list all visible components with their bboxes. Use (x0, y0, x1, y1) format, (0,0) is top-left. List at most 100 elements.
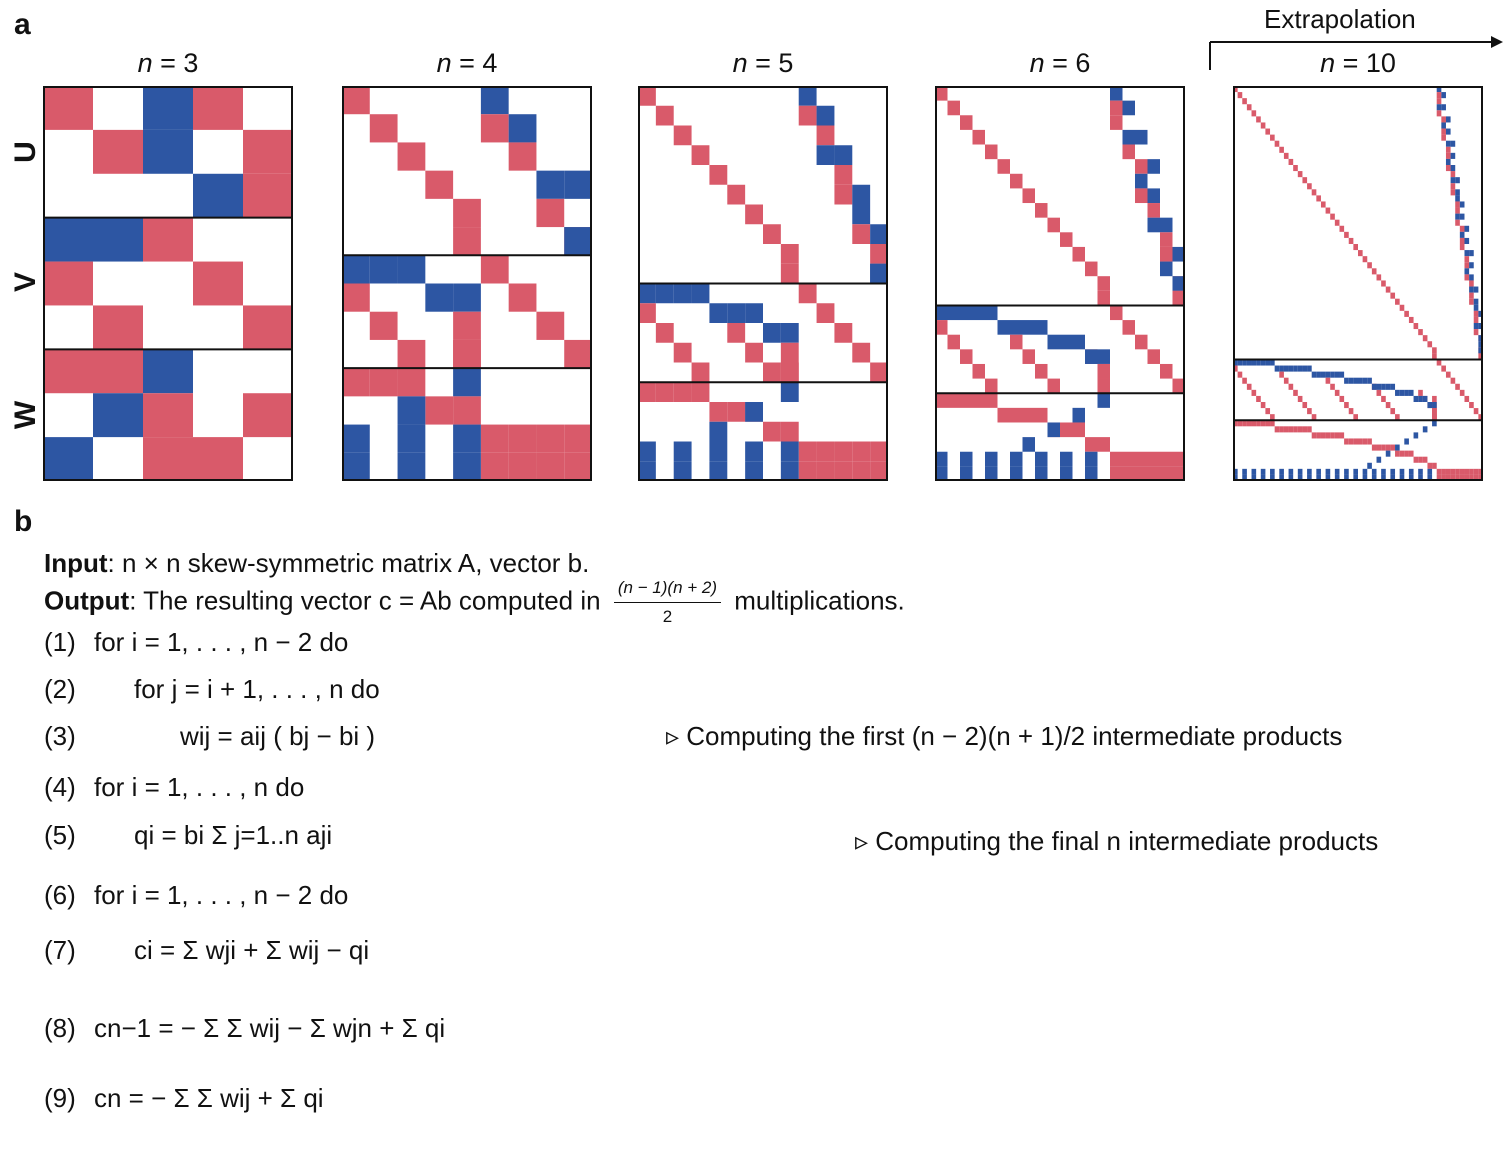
u-cell-tail (1473, 323, 1479, 330)
w-cell-negative (1279, 468, 1284, 475)
u-cell-tail (1110, 100, 1123, 116)
w-cell-run (1395, 450, 1400, 457)
w-cell-positive (798, 461, 817, 481)
w-cell-run (1242, 420, 1247, 427)
v-cell-positive (1233, 365, 1238, 372)
u-cell-positive (453, 198, 481, 228)
w-cell-negative (985, 451, 998, 467)
w-cell-positive (1110, 466, 1123, 481)
v-cell-negative (1251, 359, 1257, 366)
v-cell-positive (1390, 408, 1396, 415)
u-cell-tail (1455, 207, 1460, 214)
u-cell-positive (397, 142, 426, 171)
u-cell-tail (1160, 232, 1173, 247)
u-cell-positive (1316, 195, 1321, 202)
w-cell-run (369, 368, 398, 397)
v-cell-negative (1302, 365, 1308, 372)
w-cell-negative (342, 452, 370, 481)
w-cell-positive (1147, 466, 1160, 481)
u-cell-negative (1455, 177, 1460, 184)
w-cell-negative (1418, 474, 1423, 481)
w-cell-run (655, 382, 674, 402)
w-cell-negative (1010, 451, 1023, 467)
u-cell-tail (1135, 159, 1148, 174)
w-cell-positive (1122, 466, 1135, 481)
v-cell-tail (1135, 334, 1148, 350)
w-cell-positive (816, 461, 835, 481)
u-cell-positive (1325, 207, 1331, 214)
w-cell-positive (1441, 468, 1446, 475)
v-cell-tail (834, 323, 853, 343)
w-cell-run (1348, 438, 1354, 445)
v-cell-tail (798, 283, 817, 304)
w-cell-negative (1371, 474, 1377, 481)
u-cell-tail (1473, 329, 1479, 336)
v-cell-tail (1450, 377, 1456, 384)
matrix-border (43, 86, 293, 481)
w-cell-run (1334, 432, 1340, 439)
u-cell-negative (1478, 347, 1483, 354)
u-cell-tail (1147, 203, 1160, 218)
w-cell-run (1251, 420, 1257, 427)
w-cell-negative (1010, 466, 1023, 481)
v-cell-negative (1385, 383, 1391, 390)
w-cell-run (1283, 426, 1289, 433)
v-cell-negative (1097, 349, 1110, 364)
w-cell-positive (1478, 468, 1483, 475)
u-cell-negative (834, 145, 853, 165)
cell-positive (43, 86, 93, 130)
w-cell-run (1097, 437, 1110, 452)
v-cell-tail (1478, 414, 1483, 421)
u-cell-tail (1122, 129, 1135, 145)
u-cell-tail (1436, 98, 1442, 105)
v-cell-negative (1242, 359, 1247, 366)
w-cell-run (763, 421, 781, 442)
u-cell-tail (1436, 92, 1442, 99)
u-cell-positive (1320, 201, 1326, 208)
w-cell-positive (1436, 468, 1442, 475)
w-cell-run (1381, 444, 1386, 451)
v-cell-tail (1172, 378, 1185, 394)
v-cell-positive (342, 283, 370, 312)
v-cell-positive (1035, 363, 1048, 379)
w-cell-positive (1135, 466, 1148, 481)
v-cell-positive (1348, 408, 1354, 415)
w-cell-positive (1445, 474, 1451, 481)
v-cell-positive (1246, 383, 1252, 390)
w-cell-run (1279, 426, 1284, 433)
w-cell-run (1311, 432, 1317, 439)
u-cell-tail (1459, 225, 1465, 232)
w-cell-negative (1035, 466, 1048, 481)
tensor-decomposition-n3 (43, 86, 293, 481)
w-cell-positive (1110, 451, 1123, 467)
u-cell-tail (798, 105, 817, 126)
w-cell-negative (1422, 426, 1428, 433)
algo-line-2: (2) for j = i + 1, . . . , n do (44, 674, 380, 704)
v-cell-negative (997, 320, 1010, 335)
v-cell-tail (870, 362, 888, 383)
w-cell-negative (1085, 466, 1098, 481)
v-cell-positive (1311, 414, 1317, 421)
matrix-border (638, 86, 888, 481)
tensor-decomposition-n4 (342, 86, 592, 481)
v-cell-negative (745, 303, 763, 323)
v-cell-negative (1274, 365, 1280, 372)
u-cell-positive (1293, 165, 1298, 172)
column-title-n6: n = 6 (1029, 48, 1091, 78)
u-cell-positive (1233, 86, 1238, 93)
w-cell-negative (1325, 474, 1331, 481)
v-cell-tail (852, 342, 871, 363)
panel-a-label: a (14, 8, 31, 41)
v-cell-negative (1358, 377, 1363, 384)
u-cell-tail (1450, 189, 1456, 196)
u-cell-tail (852, 204, 871, 225)
u-cell-tail (1473, 316, 1479, 323)
v-cell-tail (1147, 349, 1160, 364)
w-cell-run (425, 396, 454, 425)
w-cell-positive (1473, 468, 1479, 475)
u-cell-positive (369, 114, 398, 143)
u-cell-positive (727, 184, 746, 205)
u-cell-tail (1441, 116, 1446, 123)
v-cell-tail (1469, 402, 1474, 409)
v-cell-negative (1279, 365, 1284, 372)
